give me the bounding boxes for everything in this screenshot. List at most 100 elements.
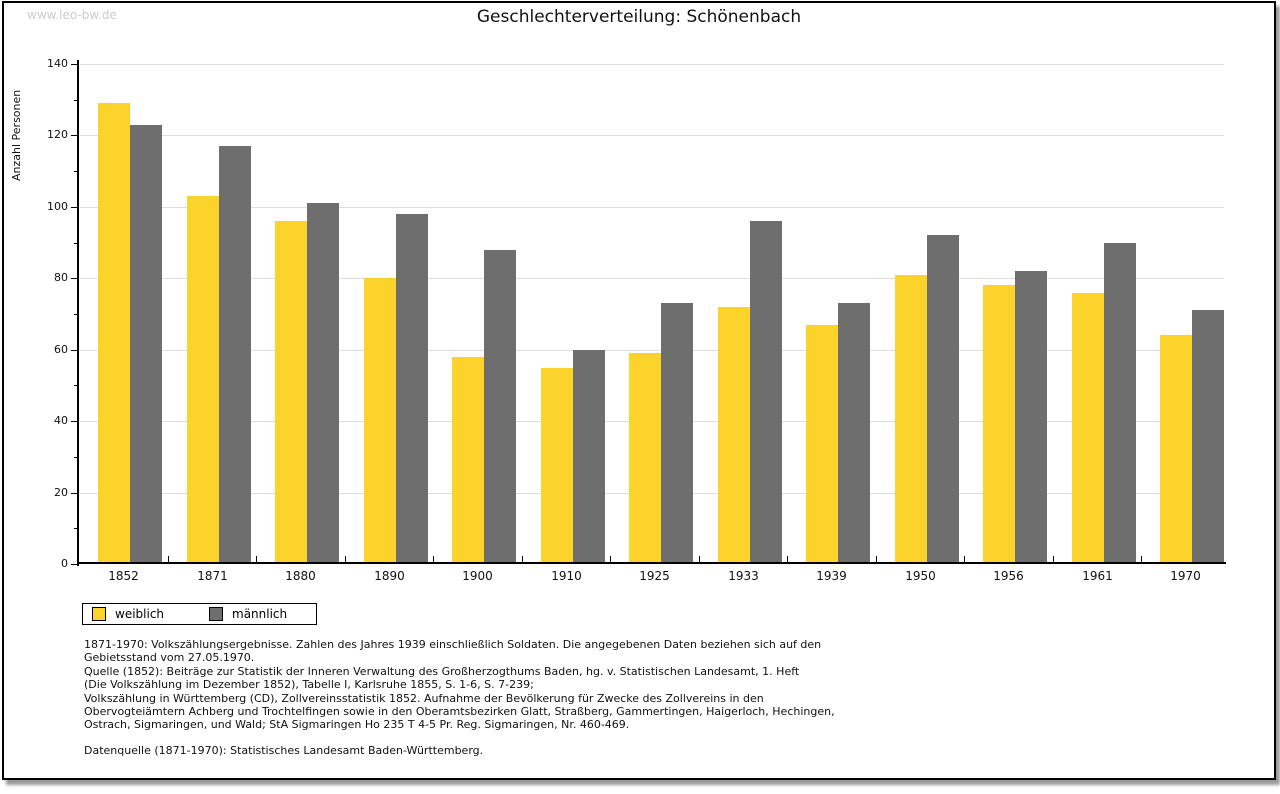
- bar-männlich-1890: [396, 214, 428, 564]
- chart-frame: www.leo-bw.de Geschlechterverteilung: Sc…: [2, 1, 1276, 780]
- y-axis-tick-60: [71, 350, 78, 351]
- maennlich-color-swatch: [209, 607, 223, 621]
- x-axis-tick: [1053, 556, 1054, 562]
- x-axis-tick: [1141, 556, 1142, 562]
- bar-weiblich-1852: [98, 103, 130, 564]
- bar-männlich-1900: [484, 250, 516, 564]
- bar-männlich-1950: [927, 235, 959, 564]
- bar-männlich-1939: [838, 303, 870, 564]
- bar-männlich-1852: [130, 125, 162, 564]
- x-axis-tick: [699, 556, 700, 562]
- x-tick-label-1970: 1970: [1170, 569, 1201, 583]
- legend-label-maennlich: männlich: [232, 607, 288, 621]
- gridline-60: [80, 350, 1224, 351]
- note-line: Volkszählung in Württemberg (CD), Zollve…: [84, 691, 764, 705]
- y-tick-label-0: 0: [61, 557, 68, 570]
- x-axis-tick: [256, 556, 257, 562]
- y-tick-label-20: 20: [54, 486, 68, 499]
- x-tick-label-1925: 1925: [639, 569, 670, 583]
- x-tick-label-1961: 1961: [1082, 569, 1113, 583]
- bar-weiblich-1950: [895, 275, 927, 564]
- weiblich-color-swatch: [92, 607, 106, 621]
- bar-weiblich-1871: [187, 196, 219, 564]
- y-tick-label-80: 80: [54, 271, 68, 284]
- note-line: Ostrach, Sigmaringen, und Wald; StA Sigm…: [84, 718, 630, 732]
- y-axis-minor-tick-50: [74, 385, 78, 386]
- y-axis-minor-tick-70: [74, 314, 78, 315]
- x-axis-tick: [964, 556, 965, 562]
- x-axis-tick: [787, 556, 788, 562]
- x-tick-label-1933: 1933: [728, 569, 759, 583]
- note-line: Obervogteiämtern Achberg und Trochtelfin…: [84, 705, 835, 719]
- legend-item-maennlich: männlich: [209, 607, 302, 621]
- x-axis-tick: [522, 556, 523, 562]
- y-tick-label-100: 100: [47, 200, 68, 213]
- note-line: 1871-1970: Volkszählungsergebnisse. Zahl…: [84, 638, 822, 651]
- bar-männlich-1925: [661, 303, 693, 564]
- x-tick-label-1939: 1939: [816, 569, 847, 583]
- bar-weiblich-1910: [541, 368, 573, 564]
- x-tick-label-1880: 1880: [285, 569, 316, 583]
- y-tick-label-40: 40: [54, 414, 68, 427]
- bar-männlich-1871: [219, 146, 251, 564]
- bar-weiblich-1970: [1160, 335, 1192, 564]
- y-axis-tick-20: [71, 493, 78, 494]
- y-axis-minor-tick-110: [74, 171, 78, 172]
- x-tick-label-1852: 1852: [108, 569, 139, 583]
- legend-label-weiblich: weiblich: [115, 607, 165, 621]
- y-axis-minor-tick-130: [74, 100, 78, 101]
- y-axis-tick-0: [71, 564, 78, 565]
- x-axis-tick: [876, 556, 877, 562]
- y-axis-minor-tick-30: [74, 457, 78, 458]
- x-tick-label-1890: 1890: [374, 569, 405, 583]
- x-axis-line: [77, 562, 1226, 564]
- x-tick-label-1950: 1950: [905, 569, 936, 583]
- x-tick-label-1871: 1871: [197, 569, 228, 583]
- y-axis-tick-100: [71, 207, 78, 208]
- bar-männlich-1880: [307, 203, 339, 564]
- watermark-leo-bw: www.leo-bw.de: [27, 8, 117, 22]
- y-axis-minor-tick-10: [74, 528, 78, 529]
- y-axis-tick-120: [71, 135, 78, 136]
- x-axis-tick: [345, 556, 346, 562]
- chart-legend: weiblich männlich: [82, 603, 317, 625]
- bar-weiblich-1939: [806, 325, 838, 564]
- x-tick-label-1900: 1900: [462, 569, 493, 583]
- bar-männlich-1970: [1192, 310, 1224, 564]
- bar-weiblich-1961: [1072, 293, 1104, 564]
- y-axis-tick-40: [71, 421, 78, 422]
- note-line: Quelle (1852): Beiträge zur Statistik de…: [84, 664, 800, 678]
- y-tick-label-120: 120: [47, 128, 68, 141]
- chart-title: Geschlechterverteilung: Schönenbach: [476, 7, 802, 27]
- bar-männlich-1933: [750, 221, 782, 564]
- bar-männlich-1961: [1104, 243, 1136, 564]
- x-axis-tick: [168, 556, 169, 562]
- y-axis-tick-140: [71, 64, 78, 65]
- y-tick-label-140: 140: [47, 57, 68, 70]
- x-axis-tick: [610, 556, 611, 562]
- data-source-line: Datenquelle (1871-1970): Statistisches L…: [84, 744, 484, 757]
- bar-weiblich-1925: [629, 353, 661, 564]
- note-line: (Die Volkszählung im Dezember 1852), Tab…: [84, 678, 534, 692]
- y-axis-line: [77, 60, 79, 566]
- y-tick-label-60: 60: [54, 343, 68, 356]
- x-tick-label-1910: 1910: [551, 569, 582, 583]
- bar-chart-plot: 1852 1871 1880 1890 1900 1910 1925 1933 1939 1950…: [4, 3, 1280, 794]
- y-axis-tick-80: [71, 278, 78, 279]
- bar-weiblich-1956: [983, 285, 1015, 564]
- x-axis-tick: [433, 556, 434, 562]
- gridline-100: [80, 207, 1224, 208]
- gridline-140: [80, 64, 1224, 65]
- legend-item-weiblich: weiblich: [92, 607, 185, 621]
- bar-weiblich-1933: [718, 307, 750, 564]
- bar-weiblich-1880: [275, 221, 307, 564]
- y-axis-minor-tick-90: [74, 243, 78, 244]
- gridline-80: [80, 278, 1224, 279]
- bar-weiblich-1890: [364, 278, 396, 564]
- note-line: Gebietsstand vom 27.05.1970.: [84, 651, 255, 665]
- source-notes: 1871-1970: Volkszählungsergebnisse. Zahl…: [84, 638, 835, 732]
- x-tick-label-1956: 1956: [993, 569, 1024, 583]
- bar-männlich-1910: [573, 350, 605, 564]
- bar-männlich-1956: [1015, 271, 1047, 564]
- bar-weiblich-1900: [452, 357, 484, 564]
